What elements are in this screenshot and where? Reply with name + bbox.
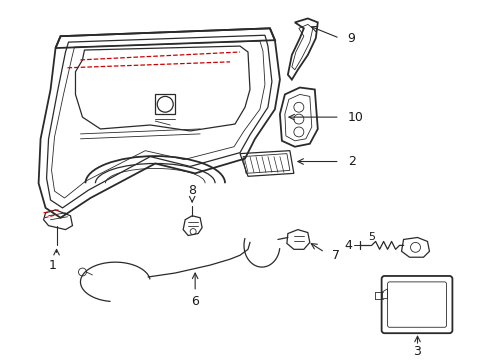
Text: 2: 2 <box>347 155 355 168</box>
Text: 6: 6 <box>191 295 199 308</box>
Text: 5: 5 <box>367 233 374 243</box>
Text: 9: 9 <box>347 32 355 45</box>
Text: 3: 3 <box>413 346 421 359</box>
Text: 4: 4 <box>344 239 352 252</box>
Text: 1: 1 <box>48 258 57 271</box>
Text: 10: 10 <box>347 111 363 123</box>
Text: 7: 7 <box>331 249 339 262</box>
Text: 8: 8 <box>188 184 196 197</box>
